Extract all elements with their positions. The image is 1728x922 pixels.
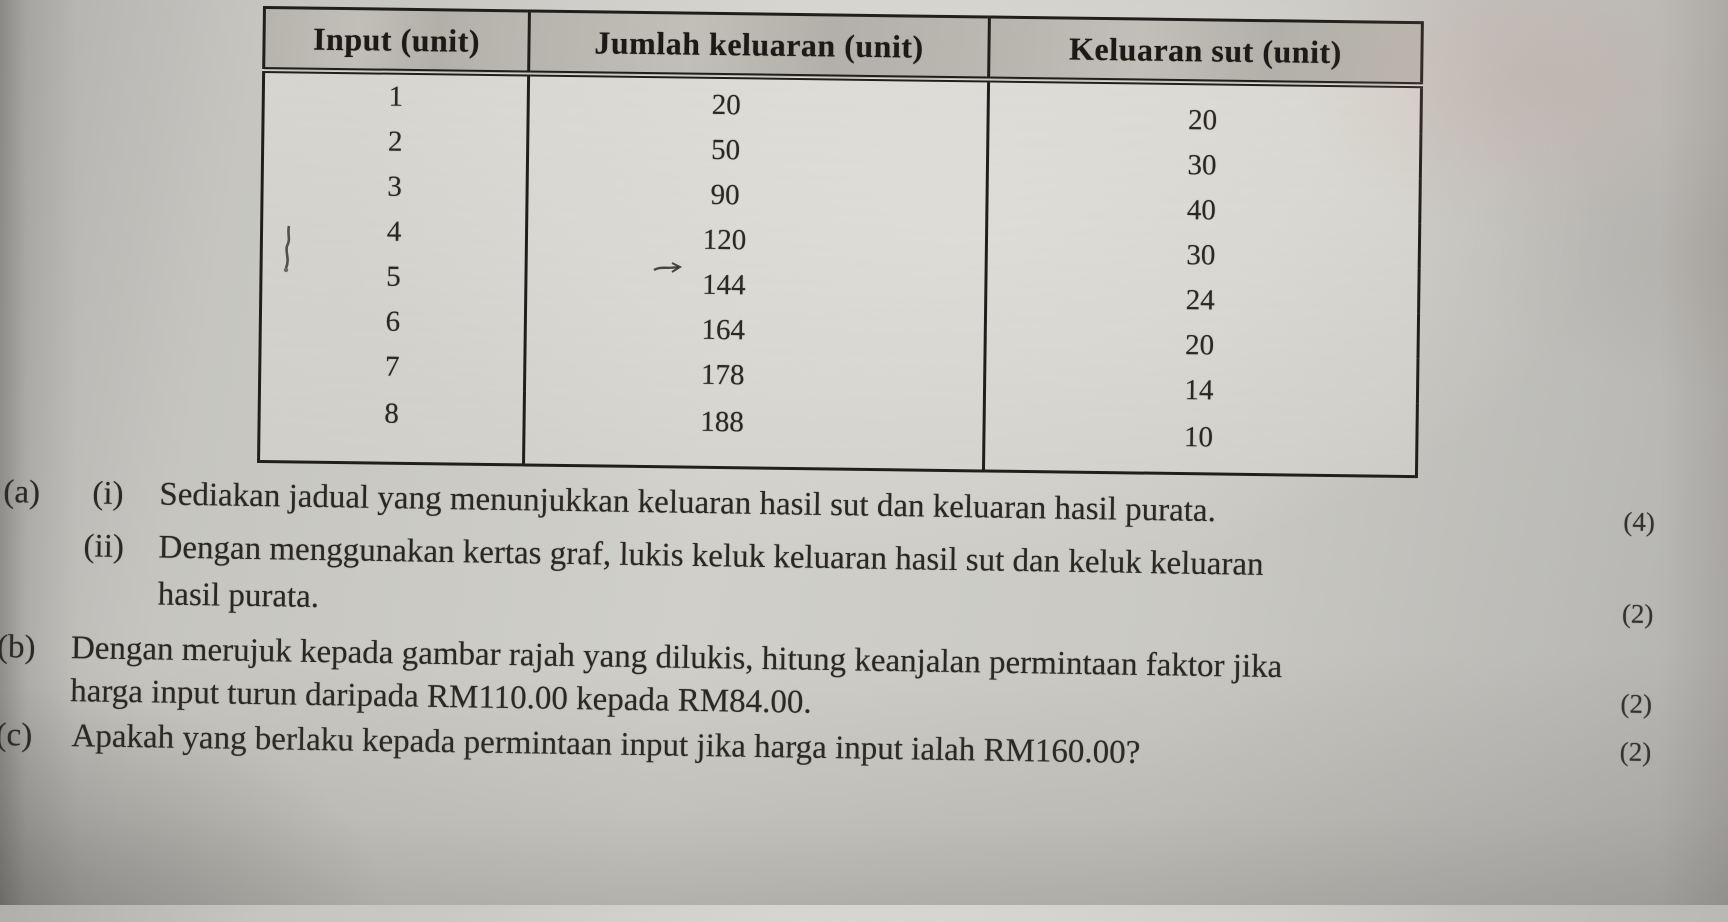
question-a-i-label: (i) — [92, 475, 124, 512]
question-c-label: (c) — [0, 716, 33, 754]
col-header-input: Input (unit) — [263, 7, 530, 74]
cell-marginal-output: 40 — [1186, 194, 1217, 227]
cell-input: 6 — [385, 305, 401, 338]
question-a-i-text: Sediakan jadual yang menunjukkan keluara… — [159, 476, 1217, 530]
cell-marginal-output: 20 — [1187, 104, 1218, 137]
col-header-keluaran-sut: Keluaran sut (unit) — [988, 17, 1423, 86]
cell-total-output: 120 — [702, 223, 747, 257]
question-b-label: (b) — [0, 628, 36, 666]
cell-input: 5 — [386, 260, 401, 293]
cell-total-output: 90 — [710, 178, 740, 212]
pen-arrow-mark — [652, 260, 686, 281]
marks-c: (2) — [1619, 736, 1652, 767]
question-a-ii-text-cont: hasil purata. — [157, 576, 320, 616]
production-table: Input (unit) Jumlah keluaran (unit) Kelu… — [257, 6, 1424, 479]
production-table-wrap: Input (unit) Jumlah keluaran (unit) Kelu… — [257, 6, 1424, 479]
cell-marginal-output: 30 — [1187, 149, 1217, 182]
cell-total-output: 20 — [711, 88, 741, 122]
cell-marginal-output: 14 — [1184, 374, 1214, 407]
marks-a-ii: (2) — [1621, 598, 1654, 629]
cell-total-output: 178 — [700, 358, 745, 392]
ink-smudge-mark — [280, 224, 296, 279]
cell-total-output: 164 — [701, 313, 746, 347]
cell-marginal-output: 20 — [1184, 329, 1215, 362]
question-a-label: (a) — [3, 474, 41, 511]
cell-input: 2 — [387, 125, 403, 158]
cell-marginal-output: 30 — [1186, 239, 1216, 272]
question-a-ii-label: (ii) — [83, 528, 125, 565]
cell-marginal-output: 10 — [1183, 421, 1214, 454]
cell-total-output: 188 — [700, 405, 745, 439]
cell-total-output: 144 — [701, 268, 746, 302]
col-header-jumlah-keluaran: Jumlah keluaran (unit) — [528, 10, 990, 80]
marks-b: (2) — [1620, 688, 1653, 719]
cell-marginal-output: 24 — [1185, 284, 1215, 317]
cell-input: 1 — [388, 80, 404, 113]
cell-total-output: 50 — [710, 133, 741, 167]
cell-input: 4 — [386, 215, 402, 248]
cell-input: 8 — [384, 397, 400, 430]
cell-input: 7 — [384, 350, 400, 383]
marks-a-i: (4) — [1623, 506, 1656, 538]
question-block: (a) (i) Sediakan jadual yang menunjukkan… — [0, 455, 1728, 922]
cell-input: 3 — [387, 170, 403, 203]
